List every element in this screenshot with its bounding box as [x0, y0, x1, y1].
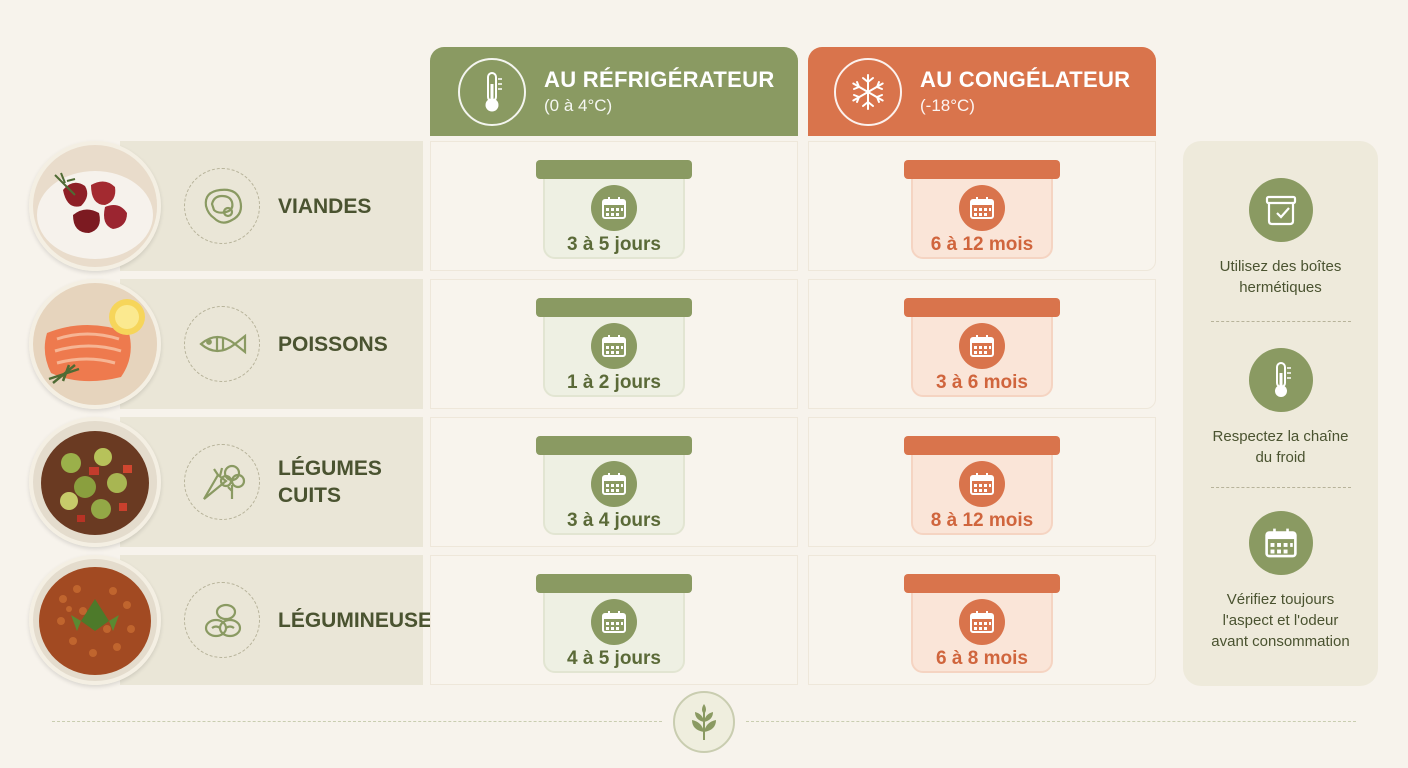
- freezer-subtitle: (-18°C): [920, 96, 975, 115]
- calendar-icon: [591, 185, 637, 231]
- duration-label: 6 à 8 mois: [936, 648, 1028, 669]
- fridge-subtitle: (0 à 4°C): [544, 96, 613, 115]
- freezer-duration-cell: 6 à 8 mois: [808, 555, 1156, 685]
- storage-container: 6 à 8 mois: [904, 574, 1060, 674]
- duration-label: 3 à 6 mois: [936, 372, 1028, 393]
- calendar-icon: [959, 185, 1005, 231]
- fish-icon: [184, 306, 260, 382]
- legumes-icon: [184, 582, 260, 658]
- row-label-panel: [120, 555, 423, 685]
- row-label-panel: [120, 141, 423, 271]
- leaf-icon: [673, 691, 735, 753]
- container-check-icon: [1248, 178, 1313, 242]
- tip-item: Vérifiez toujours l'aspect et l'odeur av…: [1183, 511, 1378, 652]
- category-name: POISSONS: [278, 332, 388, 356]
- food-row-legumineuses: LÉGUMINEUSES 4 à 5 jours 6 à 8 mois: [0, 555, 1160, 685]
- salmon-photo: [29, 279, 161, 409]
- food-row-poissons: POISSONS 1 à 2 jours 3 à 6 mois: [0, 279, 1160, 409]
- duration-label: 3 à 4 jours: [567, 510, 661, 531]
- tip-text: Respectez la chaîne du froid: [1212, 428, 1349, 466]
- calendar-icon: [959, 599, 1005, 645]
- storage-container: 8 à 12 mois: [904, 436, 1060, 536]
- tip-divider: [1211, 487, 1351, 488]
- storage-container: 3 à 4 jours: [536, 436, 692, 536]
- food-row-legumes-cuits: LÉGUMES CUITS 3 à 4 jours 8 à 12 mois: [0, 417, 1160, 547]
- tip-item: Respectez la chaîne du froid: [1183, 348, 1378, 468]
- fridge-duration-cell: 4 à 5 jours: [430, 555, 798, 685]
- freezer-title: AU CONGÉLATEUR: [920, 67, 1131, 92]
- freezer-duration-cell: 8 à 12 mois: [808, 417, 1156, 547]
- raw-meat-photo: [29, 141, 161, 271]
- calendar-icon: [591, 461, 637, 507]
- calendar-icon: [591, 323, 637, 369]
- snowflake-icon: [834, 57, 902, 126]
- duration-label: 6 à 12 mois: [930, 234, 1034, 255]
- thermometer-icon: [458, 57, 526, 126]
- footer-divider-left: [52, 721, 662, 722]
- food-row-viandes: VIANDES 3 à 5 jours 6 à 12 mois: [0, 141, 1160, 271]
- tip-text: Vérifiez toujours l'aspect et l'odeur av…: [1211, 591, 1350, 650]
- calendar-icon: [591, 599, 637, 645]
- fridge-duration-cell: 3 à 5 jours: [430, 141, 798, 271]
- row-label-panel: [120, 417, 423, 547]
- tips-panel: Utilisez des boîtes hermétiques Respecte…: [1183, 141, 1378, 686]
- tip-divider: [1211, 321, 1351, 322]
- thermometer-icon: [1248, 348, 1313, 412]
- freezer-column-header: AU CONGÉLATEUR (-18°C): [808, 47, 1156, 136]
- category-name: LÉGUMINEUSES: [278, 608, 447, 632]
- footer-divider-right: [746, 721, 1356, 722]
- storage-container: 3 à 5 jours: [536, 160, 692, 260]
- category-name: LÉGUMES CUITS: [278, 457, 382, 507]
- cooked-vegetables-photo: [29, 417, 161, 547]
- tip-text: Utilisez des boîtes hermétiques: [1219, 258, 1342, 296]
- calendar-icon: [959, 323, 1005, 369]
- lentils-photo: [29, 555, 161, 685]
- calendar-icon: [1248, 511, 1313, 575]
- calendar-icon: [959, 461, 1005, 507]
- fridge-column-header: AU RÉFRIGÉRATEUR (0 à 4°C): [430, 47, 798, 136]
- storage-container: 1 à 2 jours: [536, 298, 692, 398]
- tip-item: Utilisez des boîtes hermétiques: [1183, 178, 1378, 298]
- freezer-duration-cell: 3 à 6 mois: [808, 279, 1156, 409]
- row-label-panel: [120, 279, 423, 409]
- duration-label: 4 à 5 jours: [567, 648, 661, 669]
- category-name: VIANDES: [278, 194, 372, 218]
- fridge-duration-cell: 1 à 2 jours: [430, 279, 798, 409]
- meat-icon: [184, 168, 260, 244]
- fridge-duration-cell: 3 à 4 jours: [430, 417, 798, 547]
- freezer-duration-cell: 6 à 12 mois: [808, 141, 1156, 271]
- duration-label: 1 à 2 jours: [567, 372, 661, 393]
- storage-container: 6 à 12 mois: [904, 160, 1060, 260]
- duration-label: 8 à 12 mois: [930, 510, 1034, 531]
- duration-label: 3 à 5 jours: [567, 234, 661, 255]
- vegetables-icon: [184, 444, 260, 520]
- storage-container: 4 à 5 jours: [536, 574, 692, 674]
- storage-container: 3 à 6 mois: [904, 298, 1060, 398]
- fridge-title: AU RÉFRIGÉRATEUR: [544, 67, 775, 92]
